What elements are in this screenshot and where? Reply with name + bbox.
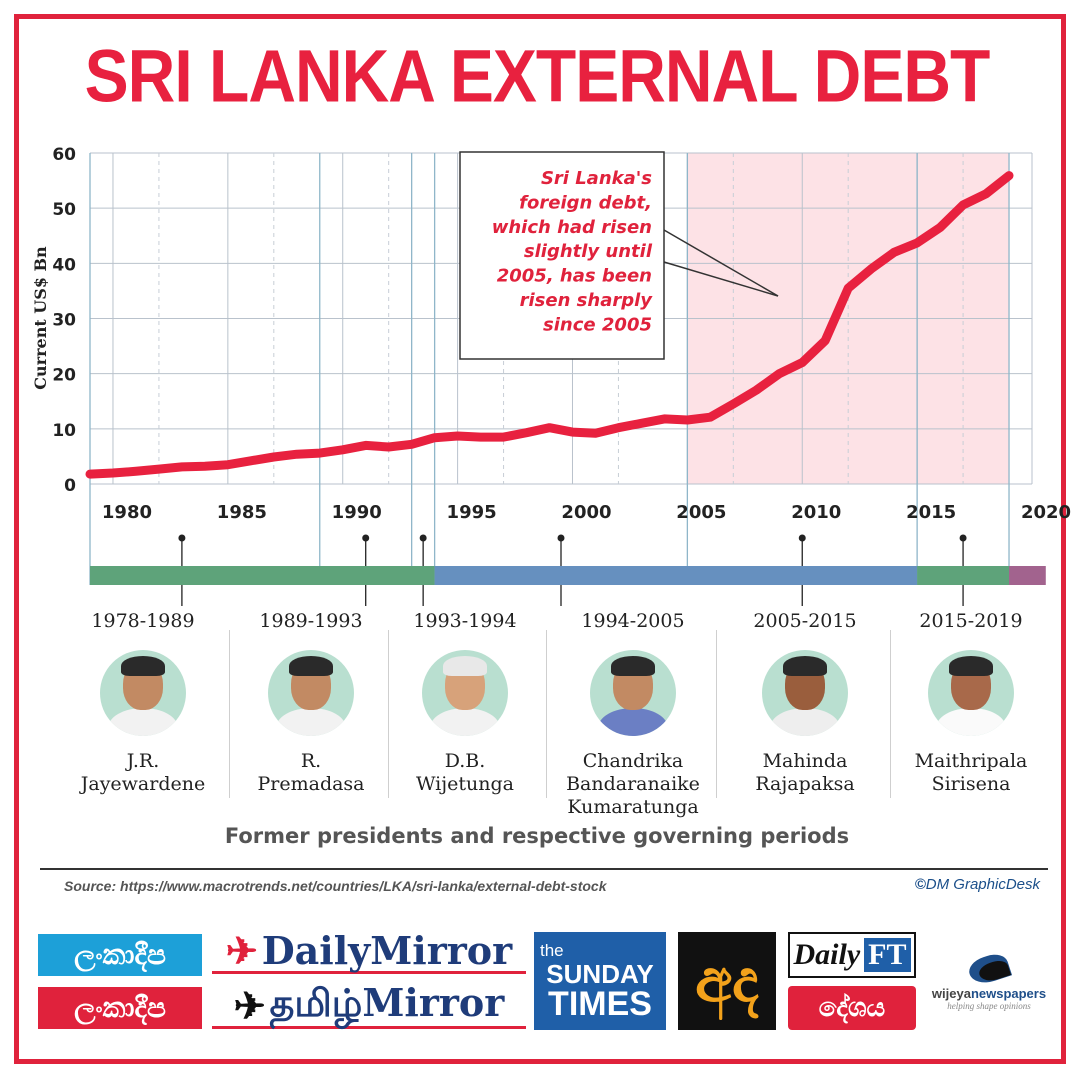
president-portrait: [928, 650, 1014, 736]
sunday-times-logo: the SUNDAY TIMES: [534, 932, 666, 1030]
president-name-last: Kumaratunga: [567, 796, 699, 818]
timeline-segment: [1009, 566, 1046, 585]
president-name-last: Wijetunga: [415, 773, 514, 795]
y-tick-label: 30: [52, 311, 76, 331]
annotation-box: [459, 151, 665, 360]
divider: [229, 630, 230, 798]
y-tick-label: 40: [52, 255, 76, 275]
president-portrait: [590, 650, 676, 736]
president-name-first: Maithripala: [914, 750, 1028, 772]
divider-rule: [40, 868, 1048, 870]
president-card: 2005-2015 Mahinda Rajapaksa: [730, 610, 880, 796]
governing-period: 1993-1994: [413, 610, 517, 632]
divider: [716, 630, 717, 798]
section-caption: Former presidents and respective governi…: [224, 824, 850, 848]
series-line: [85, 171, 1014, 479]
president-name-first: D.B.: [444, 750, 486, 772]
daily-ft-ft: FT: [864, 938, 911, 972]
bird-icon: ✈: [233, 983, 266, 1028]
president-name-last: Rajapaksa: [755, 773, 855, 795]
ada-logo: අද: [678, 932, 776, 1030]
president-portrait: [762, 650, 848, 736]
sunday-times-the: the: [540, 941, 564, 960]
president-card: 2015-2019 Maithripala Sirisena: [896, 610, 1046, 796]
y-tick-label: 10: [52, 421, 76, 441]
x-tick-label: 1995: [447, 502, 497, 523]
y-tick-label: 60: [52, 145, 76, 165]
president-name-first: Chandrika: [582, 750, 684, 772]
daily-ft-logo: Daily FT: [788, 932, 916, 978]
lankadeepa-logo-alt: ලංකාදීප: [38, 987, 202, 1029]
divider: [890, 630, 891, 798]
annotation-line: 2005, has been: [497, 266, 652, 287]
y-tick-label: 20: [52, 366, 76, 386]
divider: [388, 630, 389, 798]
president-card: 1994-2005 Chandrika Bandaranaike Kumarat…: [558, 610, 708, 819]
x-tick-label: 1990: [332, 502, 382, 523]
president-name-first: Mahinda: [762, 750, 848, 772]
president-name-first: R.: [300, 750, 322, 772]
x-tick-label: 2005: [676, 502, 726, 523]
tamil-mirror-logo: ✈ தமிழ்Mirror: [212, 980, 526, 1029]
president-card: 1989-1993 R. Premadasa: [236, 610, 386, 796]
divider: [546, 630, 547, 798]
y-tick-label: 0: [64, 476, 76, 496]
annotation-line: which had risen: [492, 217, 652, 238]
president-card: 1978-1989 J.R. Jayewardene: [68, 610, 218, 796]
governing-period: 1994-2005: [581, 610, 685, 632]
daily-ft-daily: Daily: [793, 938, 861, 971]
annotation-line: risen sharply: [520, 290, 654, 311]
president-name-first: J.R.: [126, 750, 160, 772]
tamil-mirror-wordmark: தமிழ்Mirror: [269, 980, 505, 1025]
y-axis-label: Current US$ Bn: [31, 246, 50, 390]
annotation-line: slightly until: [524, 241, 653, 262]
x-tick-label: 2020: [1021, 502, 1071, 523]
wijeya-tagline: helping shape opinions: [947, 1000, 1031, 1011]
president-portrait: [268, 650, 354, 736]
president-portrait: [100, 650, 186, 736]
credit-text: DM GraphicDesk: [925, 876, 1040, 893]
timeline-segment: [434, 566, 918, 585]
president-card: 1993-1994 D.B. Wijetunga: [390, 610, 540, 796]
sunday-times-sunday: SUNDAY: [546, 959, 654, 989]
graphic-credit: ©DM GraphicDesk: [915, 876, 1040, 893]
y-tick-label: 50: [52, 200, 76, 220]
president-name-last: Jayewardene: [80, 773, 206, 795]
wing-icon: [963, 949, 1015, 988]
lankadeepa-logo: ලංකාදීප: [38, 934, 202, 976]
president-name-middle: Bandaranaike: [566, 773, 700, 795]
deshaya-logo: දේශය: [788, 986, 916, 1030]
callout-pointer: [663, 261, 779, 297]
daily-mirror-logo: ✈ DailyMirror: [212, 928, 526, 974]
president-name-last: Premadasa: [257, 773, 365, 795]
president-name-last: Sirisena: [931, 773, 1011, 795]
timeline-segment: [90, 566, 435, 585]
governing-period: 2005-2015: [753, 610, 857, 632]
copyright-mark: ©: [914, 876, 926, 893]
x-tick-label: 2010: [791, 502, 841, 523]
governing-period: 1989-1993: [259, 610, 363, 632]
x-tick-label: 2000: [561, 502, 611, 523]
wijeya-newspapers-logo: wijeyanewspapers helping shape opinions: [924, 946, 1054, 1016]
x-tick-label: 1980: [102, 502, 152, 523]
annotation-line: since 2005: [543, 314, 652, 335]
annotation-line: Sri Lanka's: [541, 168, 652, 189]
governing-period: 2015-2019: [919, 610, 1023, 632]
x-tick-label: 1985: [217, 502, 267, 523]
governing-period: 1978-1989: [91, 610, 195, 632]
bird-icon: ✈: [225, 928, 258, 973]
source-note: Source: https://www.macrotrends.net/coun…: [64, 878, 607, 894]
sunday-times-times: TIMES: [548, 985, 652, 1023]
timeline-segment: [917, 566, 1010, 585]
callout-pointer: [663, 229, 779, 297]
page-title: SRI LANKA EXTERNAL DEBT: [84, 34, 991, 118]
daily-mirror-wordmark: DailyMirror: [261, 928, 513, 973]
president-portrait: [422, 650, 508, 736]
annotation-line: foreign debt,: [519, 192, 652, 213]
wijeya-wordmark: wijeyanewspapers: [931, 985, 1047, 1001]
x-tick-label: 2015: [906, 502, 956, 523]
